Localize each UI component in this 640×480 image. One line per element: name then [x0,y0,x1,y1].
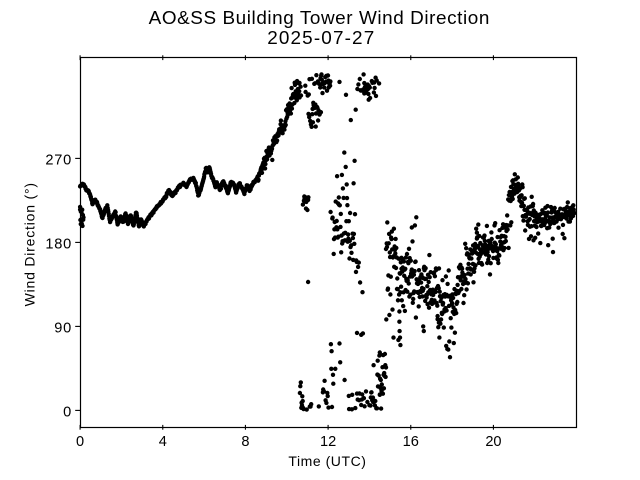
svg-text:90: 90 [54,320,72,336]
svg-text:4: 4 [159,434,167,450]
svg-text:16: 16 [403,434,419,450]
svg-text:Time (UTC): Time (UTC) [288,453,366,469]
svg-text:12: 12 [320,434,336,450]
svg-text:0: 0 [63,404,72,420]
svg-text:180: 180 [45,236,72,252]
svg-text:AO&SS Building Tower Wind Dire: AO&SS Building Tower Wind Direction [149,8,490,29]
svg-text:270: 270 [45,152,72,168]
svg-text:20: 20 [485,434,501,450]
svg-text:Wind Direction (°): Wind Direction (°) [22,182,38,306]
svg-text:2025-07-27: 2025-07-27 [267,28,375,49]
svg-text:0: 0 [76,434,84,450]
svg-text:8: 8 [241,434,249,450]
